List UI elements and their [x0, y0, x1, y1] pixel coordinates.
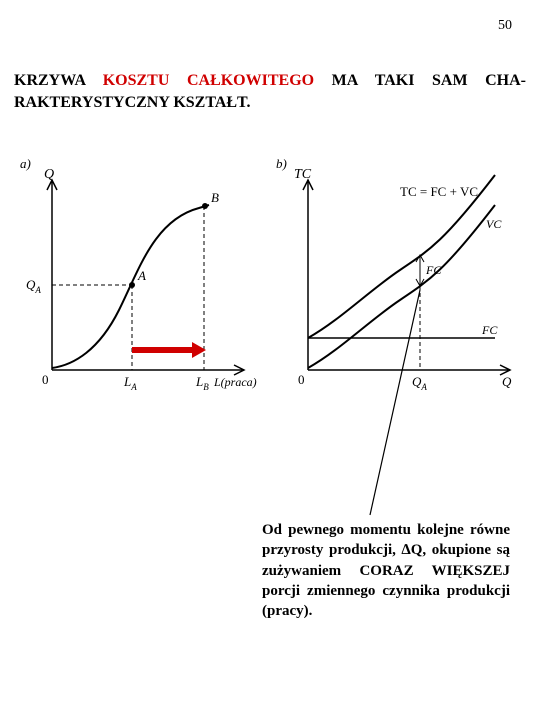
chart-b-origin: 0	[298, 372, 305, 387]
chart-b-gap	[416, 255, 424, 286]
chart-b-formula: TC = FC + VC	[400, 184, 478, 199]
chart-a-label: a)	[20, 156, 31, 171]
chart-b-axes	[303, 180, 510, 375]
chart-a-yaxis: Q	[44, 167, 54, 182]
chart-b-fc-label: FC	[481, 323, 498, 337]
chart-a-lb: LB	[195, 374, 209, 392]
chart-b-svg: b) TC Q 0 FC VC TC = FC + VC	[270, 150, 526, 410]
chart-a-point-a	[129, 282, 135, 288]
chart-a-point-a-label: A	[137, 268, 146, 283]
chart-b-tc-curve	[308, 175, 495, 338]
chart-a-qa: QA	[26, 277, 41, 295]
chart-a-la: LA	[123, 374, 137, 392]
chart-b-gap-label: FC	[425, 263, 442, 277]
page-number: 50	[498, 18, 512, 34]
chart-b: b) TC Q 0 FC VC TC = FC + VC	[270, 150, 526, 410]
chart-a-dashed	[52, 206, 204, 370]
chart-a-svg: a) Q L(praca) 0 A B	[14, 150, 270, 410]
charts-row: a) Q L(praca) 0 A B	[14, 150, 526, 410]
chart-a-point-b-label: B	[211, 190, 219, 205]
chart-b-yaxis: TC	[294, 167, 312, 182]
red-arrow-icon	[132, 342, 206, 358]
chart-b-vc-label: VC	[486, 217, 502, 231]
chart-b-label: b)	[276, 156, 287, 171]
chart-a-origin: 0	[42, 372, 49, 387]
chart-a: a) Q L(praca) 0 A B	[14, 150, 270, 410]
chart-a-point-b	[202, 203, 208, 209]
annotation-text: Od pewnego momentu kolejne równe przyros…	[262, 520, 510, 621]
chart-b-xaxis: Q	[502, 374, 512, 389]
chart-b-vc-curve	[308, 205, 495, 368]
page-title: KRZYWA KOSZTU CAŁKOWITEGO MA TAKI SAM CH…	[14, 70, 526, 113]
chart-a-xaxis: L(praca)	[213, 375, 257, 389]
heading-pre: KRZYWA	[14, 72, 103, 89]
heading-red: KOSZTU CAŁKOWITEGO	[103, 72, 314, 89]
chart-b-qa: QA	[412, 374, 427, 392]
